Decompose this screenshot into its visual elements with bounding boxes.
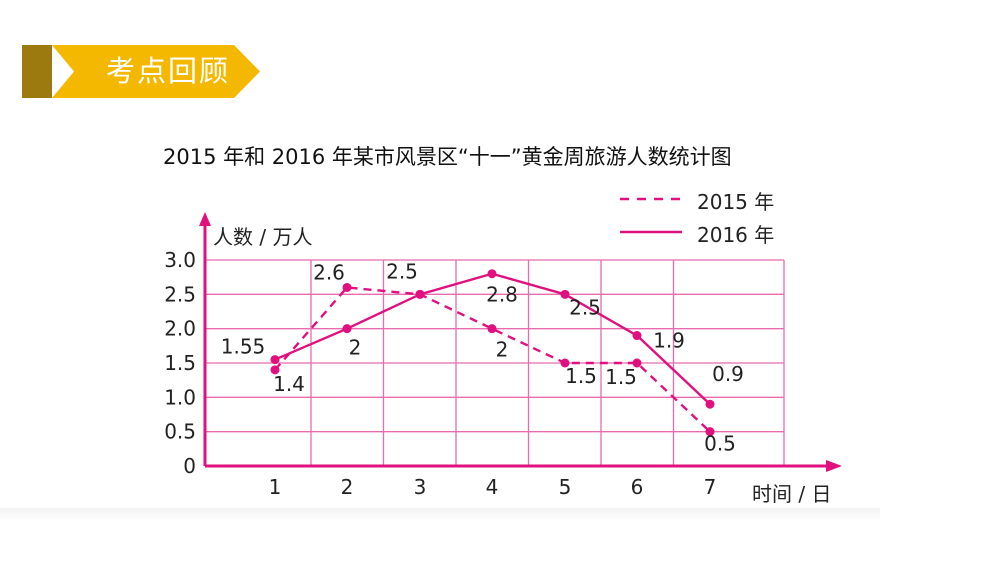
point-2016 [415,289,425,299]
data-label-2016: 1.9 [653,329,685,353]
point-2015 [487,324,497,334]
legend-label-2016: 2016 年 [697,223,775,247]
data-label-2016: 2.8 [486,283,518,307]
x-tick-label: 5 [559,475,572,499]
data-labels: 1.4 2.6 2.5 2 1.5 1.5 0.5 1.55 2 2.8 2.5 1.9 0.9 [221,259,744,455]
y-tick-label: 3.0 [164,248,196,272]
x-tick-label: 3 [414,475,427,499]
tick-labels: 0 0.5 1.0 1.5 2.0 2.5 3.0 1 2 3 4 5 6 7 [164,248,716,499]
y-tick-label: 1.5 [164,351,196,375]
y-tick-label: 2.0 [164,317,196,341]
point-2015 [632,358,642,368]
data-label-2015: 1.5 [565,364,597,388]
y-tick-label: 0.5 [164,420,196,444]
section-banner: 考点回顾 [22,45,262,98]
data-label-2015: 2.5 [386,259,418,283]
data-label-2015: 0.5 [704,432,736,456]
series-lines [270,269,715,437]
y-tick-label: 0 [183,454,196,478]
point-2015 [560,358,570,368]
point-2016 [342,324,352,334]
series-line-2015 [274,286,711,433]
chart-legend [620,197,682,234]
data-label-2016: 0.9 [712,362,744,386]
x-axis-label: 时间 / 日 [752,482,832,506]
x-axis-arrow [826,460,842,472]
data-label-2016: 2 [349,336,362,360]
legend-label-2015: 2015 年 [697,190,775,214]
point-2015 [705,427,715,437]
y-axis-label: 人数 / 万人 [213,225,313,249]
point-2016 [560,289,570,299]
point-2015 [342,282,352,292]
y-tick-label: 2.5 [164,282,196,306]
chart-title: 2015 年和 2016 年某市风景区“十一”黄金周旅游人数统计图 [163,145,732,169]
point-2016 [487,269,497,279]
x-tick-label: 1 [269,475,282,499]
x-tick-label: 2 [341,475,354,499]
data-label-2015: 2.6 [313,260,345,284]
data-label-2015: 2 [496,338,509,362]
x-tick-label: 4 [486,475,499,499]
point-2016 [705,399,715,409]
y-axis-arrow [199,212,211,226]
x-tick-label: 6 [631,475,644,499]
x-tick-label: 7 [704,475,717,499]
point-2016 [270,355,280,365]
banner-title: 考点回顾 [106,54,231,88]
chart-axes [199,212,842,472]
y-tick-label: 1.0 [164,385,196,409]
data-label-2016: 2.5 [569,295,601,319]
data-label-2015: 1.5 [605,365,637,389]
data-label-2016: 1.55 [221,335,266,359]
banner-arrow-shape [22,45,260,98]
point-2016 [632,331,642,341]
data-label-2015: 1.4 [273,372,305,396]
point-2015 [270,365,280,375]
bottom-shadow [0,508,880,522]
